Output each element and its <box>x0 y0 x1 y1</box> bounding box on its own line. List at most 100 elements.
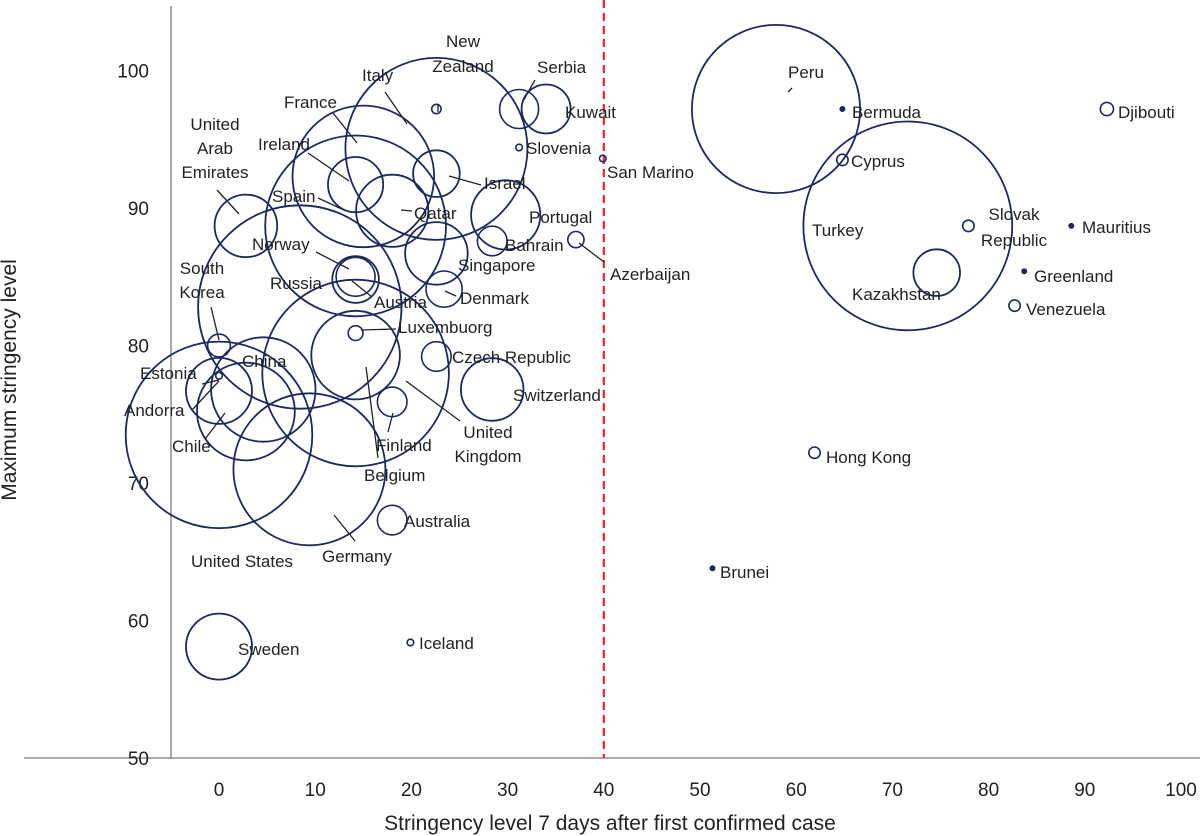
bubble-france <box>291 104 436 249</box>
label-andorra: Andorra <box>124 401 185 420</box>
x-tick-label-90: 90 <box>1074 780 1095 801</box>
x-tick-label-30: 30 <box>497 780 518 801</box>
leader-united-arab-emirates <box>216 189 240 215</box>
label-djibouti: Djibouti <box>1118 103 1175 122</box>
bubble-ireland <box>327 156 385 214</box>
label-azerbaijan: Azerbaijan <box>610 265 690 284</box>
y-tick-label-90: 90 <box>128 199 149 220</box>
x-tick-label-50: 50 <box>689 780 710 801</box>
label-israel: Israel <box>484 174 526 193</box>
bubble-italy <box>344 56 529 241</box>
label-bermuda: Bermuda <box>852 103 922 122</box>
bubble-singapore <box>404 221 469 286</box>
bubble-finland <box>376 386 408 418</box>
label-chile: Chile <box>172 437 211 456</box>
label-qatar: Qatar <box>414 204 457 223</box>
bubble-israel <box>412 149 461 198</box>
bubble-djibouti <box>1099 101 1115 117</box>
bubble-estonia <box>214 371 224 380</box>
label-united-arab-emirates: United Arab Emirates <box>181 115 248 182</box>
bubble-brunei <box>709 565 716 572</box>
x-axis-title: Stringency level 7 days after first conf… <box>384 812 836 835</box>
bubble-hong-kong <box>807 446 821 460</box>
bubble-bahrain <box>476 225 508 257</box>
label-sweden: Sweden <box>238 640 299 659</box>
bubble-china <box>210 336 317 443</box>
y-tick-label-100: 100 <box>117 62 149 83</box>
bubble-australia <box>376 504 408 536</box>
label-slovenia: Slovenia <box>526 139 592 158</box>
bubble-mauritius <box>1068 222 1075 229</box>
label-venezuela: Venezuela <box>1026 300 1106 319</box>
label-russia: Russia <box>270 274 323 293</box>
y-axis-title: Maximum stringency level <box>0 259 21 501</box>
x-tick-label-0: 0 <box>214 780 225 801</box>
leader-andorra <box>191 380 220 411</box>
bubble-russia <box>197 204 403 410</box>
bubble-andorra <box>185 356 253 425</box>
bubble-luxembuorg <box>347 324 364 342</box>
label-greenland: Greenland <box>1034 267 1113 286</box>
leader-azerbaijan <box>578 242 605 263</box>
label-luxembuorg: Luxembuorg <box>398 318 493 337</box>
bubble-united-arab-emirates <box>213 193 279 259</box>
label-switzerland: Switzerland <box>513 386 601 405</box>
label-belgium: Belgium <box>364 466 425 485</box>
bubble-united-kingdom <box>261 278 450 468</box>
leader-luxembuorg <box>360 328 397 331</box>
y-tick-label-60: 60 <box>128 612 149 633</box>
bubble-greenland <box>1021 268 1028 275</box>
bubble-austria <box>331 255 380 304</box>
bubble-slovenia <box>514 143 524 152</box>
bubble-switzerland <box>460 357 525 422</box>
leader-denmark <box>444 290 457 297</box>
label-united-states: United States <box>191 552 293 571</box>
plot-frame <box>24 6 1200 759</box>
bubble-united-states <box>124 340 314 530</box>
bubble-san-marino <box>598 154 607 163</box>
x-tick-label-10: 10 <box>305 780 326 801</box>
label-norway: Norway <box>252 235 310 254</box>
bubble-portugal <box>470 179 542 251</box>
label-serbia: Serbia <box>537 58 587 77</box>
x-tick-label-40: 40 <box>593 780 614 801</box>
label-estonia: Estonia <box>140 364 197 383</box>
label-china: China <box>242 352 287 371</box>
bubbles <box>124 24 1115 681</box>
label-denmark: Denmark <box>460 289 529 308</box>
label-slovak-republic: Slovak Republic <box>981 205 1048 250</box>
y-tick-label-50: 50 <box>128 749 149 770</box>
x-tick-label-100: 100 <box>1165 780 1197 801</box>
leader-chile <box>204 412 226 440</box>
bubble-qatar <box>355 173 430 248</box>
bubble-south-korea <box>206 333 232 358</box>
x-tick-label-20: 20 <box>401 780 422 801</box>
leader-qatar <box>400 209 413 212</box>
x-tick-label-60: 60 <box>786 780 807 801</box>
label-portugal: Portugal <box>529 208 592 227</box>
leader-france <box>332 112 358 144</box>
bubble-azerbaijan <box>567 230 585 249</box>
label-iceland: Iceland <box>419 634 474 653</box>
label-kuwait: Kuwait <box>565 103 616 122</box>
label-kazakhstan: Kazakhstan <box>852 285 941 304</box>
bubble-new-zealand <box>430 103 442 115</box>
bubble-serbia <box>498 88 540 130</box>
label-mauritius: Mauritius <box>1082 218 1151 237</box>
bubble-germany <box>232 392 387 547</box>
label-united-kingdom: United Kingdom <box>454 423 521 466</box>
bubble-sweden <box>185 612 253 681</box>
label-ireland: Ireland <box>258 135 310 154</box>
leader-austria <box>351 280 373 298</box>
label-south-korea: South Korea <box>179 259 225 302</box>
bubble-norway <box>335 256 376 298</box>
bubble-cyprus <box>835 153 849 167</box>
leader-norway <box>315 251 350 270</box>
bubble-bermuda <box>839 106 846 113</box>
label-bahrain: Bahrain <box>505 236 564 255</box>
label-new-zealand: New Zealand <box>432 32 493 76</box>
bubble-chile <box>196 361 296 462</box>
bubble-peru <box>691 24 862 194</box>
label-singapore: Singapore <box>458 256 536 275</box>
